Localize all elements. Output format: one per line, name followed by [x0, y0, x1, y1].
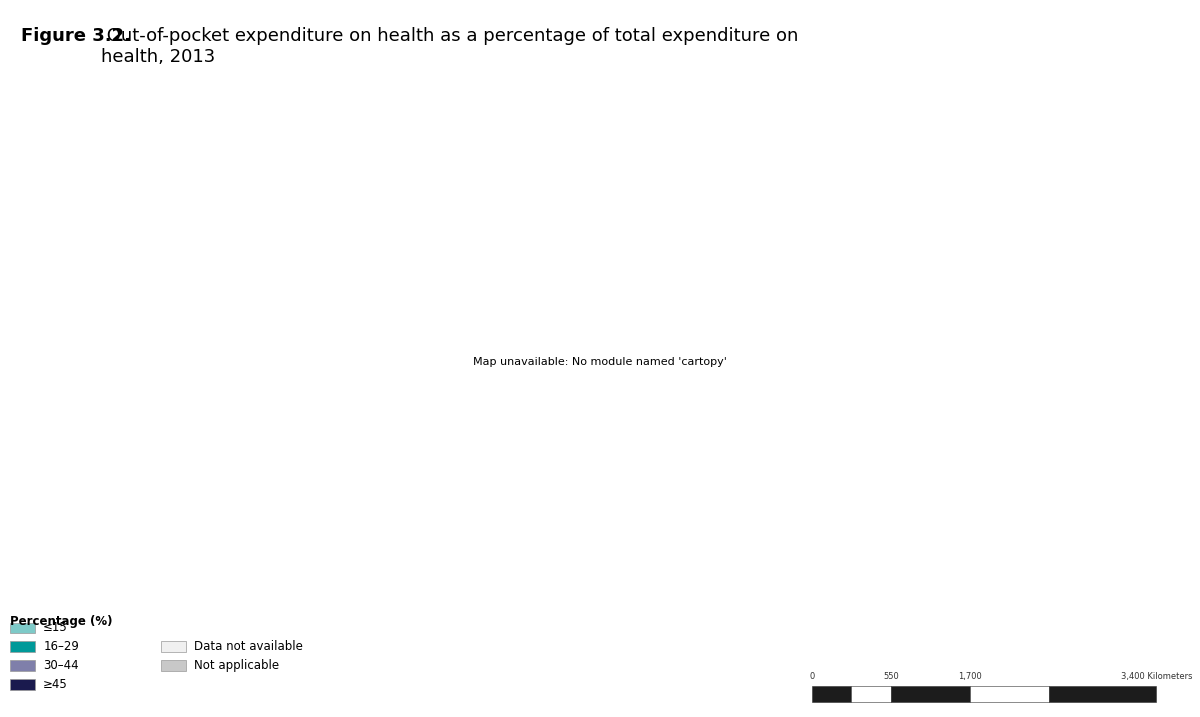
Text: Data not available: Data not available: [194, 640, 304, 653]
Text: 0: 0: [809, 673, 815, 681]
Bar: [161, 641, 186, 652]
Text: Map unavailable: No module named 'cartopy': Map unavailable: No module named 'cartop…: [473, 357, 727, 367]
Text: 550: 550: [883, 673, 899, 681]
Text: Percentage (%): Percentage (%): [10, 614, 112, 627]
Text: Figure 3.2.: Figure 3.2.: [22, 27, 132, 45]
Bar: [10, 679, 35, 690]
Bar: [10, 622, 35, 633]
Text: Not applicable: Not applicable: [194, 659, 280, 672]
Text: ≥45: ≥45: [43, 678, 68, 690]
Text: 1,700: 1,700: [959, 673, 982, 681]
Bar: [890, 686, 971, 702]
Text: ≤15: ≤15: [43, 622, 68, 635]
Bar: [811, 686, 852, 702]
Text: 30–44: 30–44: [43, 659, 79, 672]
Bar: [852, 686, 890, 702]
Text: 16–29: 16–29: [43, 640, 79, 653]
Bar: [971, 686, 1050, 702]
Bar: [10, 641, 35, 652]
Bar: [161, 660, 186, 671]
Bar: [10, 660, 35, 671]
Text: 3,400 Kilometers: 3,400 Kilometers: [1121, 673, 1192, 681]
Bar: [1050, 686, 1157, 702]
Text: Out-of-pocket expenditure on health as a percentage of total expenditure on
heal: Out-of-pocket expenditure on health as a…: [101, 27, 799, 66]
